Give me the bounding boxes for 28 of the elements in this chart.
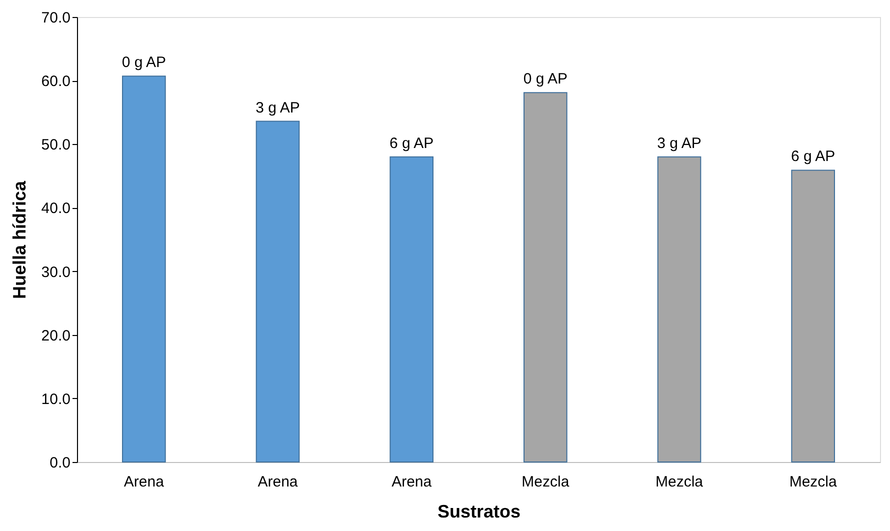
y-axis-title: Huella hídrica	[9, 180, 30, 300]
x-tick-label: Arena	[258, 474, 298, 490]
bar	[657, 156, 702, 462]
x-tick-label: Arena	[392, 474, 432, 490]
bar	[791, 170, 835, 462]
y-tick-label: 50.0	[41, 136, 70, 154]
x-axis-title: Sustratos	[437, 502, 521, 522]
bar	[524, 92, 568, 462]
annotation: 6 g AP	[790, 148, 836, 166]
y-tick-label: 10.0	[41, 390, 70, 408]
annotation: 3 g AP	[657, 134, 702, 152]
annotation: 0 g AP	[523, 70, 568, 88]
x-tick-label: Mezcla	[522, 474, 570, 490]
annotation: 6 g AP	[389, 134, 434, 152]
y-tick-label: 40.0	[41, 200, 70, 218]
bar	[122, 76, 166, 462]
y-tick-label: 60.0	[41, 73, 70, 90]
x-tick-label: Arena	[124, 474, 165, 490]
y-tick-label: 20.0	[41, 327, 70, 344]
y-tick-label: 70.0	[41, 10, 70, 26]
bar	[256, 120, 300, 462]
x-tick-label: Mezcla	[789, 474, 838, 490]
y-tick-label: 30.0	[41, 264, 70, 281]
bar	[390, 156, 434, 462]
y-tick-label: 0.0	[50, 454, 70, 472]
annotation: 3 g AP	[256, 99, 300, 116]
annotation: 0 g AP	[122, 54, 166, 72]
x-tick-label: Mezcla	[655, 474, 704, 490]
